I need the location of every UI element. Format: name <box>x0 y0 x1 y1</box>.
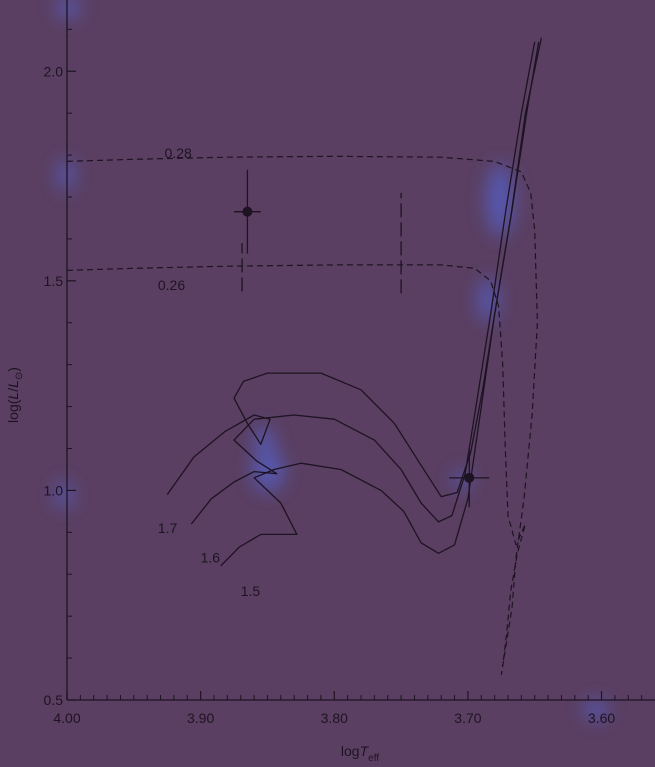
track-label: 1.7 <box>158 520 178 536</box>
x-axis-label: logTeff <box>341 743 379 764</box>
x-tick-label: 3.70 <box>454 710 481 726</box>
x-tick-label: 3.90 <box>187 710 214 726</box>
isochrone-label: 0.26 <box>158 277 185 293</box>
evolutionary-tracks: 1.7 1.6 1.5 <box>158 37 543 599</box>
y-tick-label: 1.0 <box>44 482 64 498</box>
data-point-star-B <box>464 472 475 483</box>
x-tick-label: 3.80 <box>321 710 348 726</box>
isochrone-label: 0.28 <box>165 145 192 161</box>
x-tick-label: 4.00 <box>53 710 80 726</box>
error-markers <box>241 192 402 294</box>
isochrone-0-26 <box>66 264 526 667</box>
glow-artifacts <box>56 0 608 720</box>
data-point-star-A <box>242 206 253 217</box>
data-points <box>234 169 490 508</box>
x-tick-label: 3.60 <box>588 710 615 726</box>
isochrones: 0.28 0.26 <box>66 145 538 675</box>
y-tick-label: 1.5 <box>44 273 64 289</box>
isochrone-0-28 <box>66 155 538 675</box>
track-label: 1.6 <box>201 549 221 565</box>
y-tick-label: 0.5 <box>44 692 64 708</box>
y-axis-label: log(L/L⊙) <box>5 367 25 423</box>
x-ticks: 4.00 3.90 3.80 3.70 3.60 <box>53 691 643 726</box>
track-label: 1.5 <box>241 583 261 599</box>
y-ticks: 0.5 1.0 1.5 2.0 <box>44 28 76 708</box>
y-tick-label: 2.0 <box>44 63 64 79</box>
track-1-5 <box>220 37 543 567</box>
track-1-6 <box>190 41 536 525</box>
plot-frame <box>66 0 655 701</box>
